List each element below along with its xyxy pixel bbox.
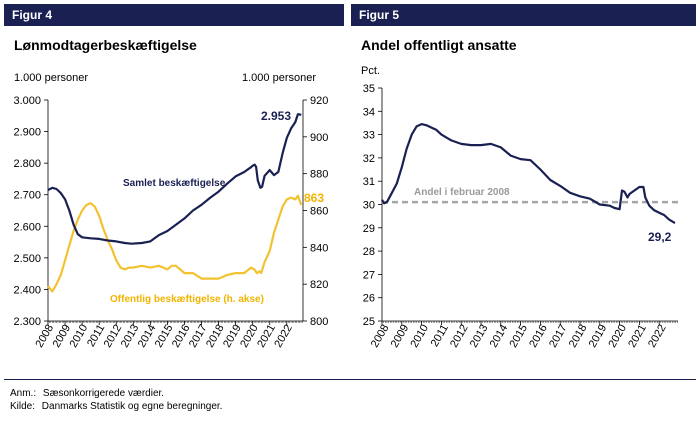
ytick-label: 31 — [363, 176, 375, 188]
chart2-xtick-label: 2014 — [488, 323, 511, 350]
ytick-label: 25 — [363, 316, 375, 328]
right-ytick-label: 920 — [310, 95, 328, 107]
chart2-xtick-label: 2010 — [408, 323, 431, 350]
note-kilde-label: Kilde: — [10, 401, 36, 412]
note-anm: Anm.: Sæsonkorrigerede værdier. — [10, 388, 164, 399]
left-ytick-label: 2.400 — [13, 284, 41, 296]
chart2-xtick-label: 2011 — [429, 323, 451, 349]
ytick-label: 26 — [363, 293, 375, 305]
chart2-xtick-label: 2012 — [448, 323, 471, 350]
left-ytick-label: 2.800 — [13, 158, 41, 170]
figure-5-label: Figur 5 — [359, 8, 400, 22]
left-ytick-label: 3.000 — [13, 95, 41, 107]
ytick-label: 32 — [363, 153, 375, 165]
left-ytick-label: 2.500 — [13, 253, 41, 265]
right-axis-unit: 1.000 personer — [242, 72, 316, 84]
chart2-xtick-label: 2015 — [507, 323, 530, 350]
footer-divider — [4, 379, 696, 380]
public-employment-label: Offentlig beskæftigelse (h. akse) — [110, 294, 264, 305]
chart2-xtick-label: 2009 — [389, 323, 412, 350]
chart2-xtick-label: 2013 — [468, 323, 491, 350]
chart2-xtick-label: 2021 — [626, 323, 649, 350]
public-share-chart: Pct.252627282930313233343520082009201020… — [361, 65, 678, 350]
note-kilde: Kilde: Danmarks Statistik og egne beregn… — [10, 401, 222, 412]
figure-5-title: Andel offentligt ansatte — [361, 37, 517, 53]
total-employment-label: Samlet beskæftigelse — [123, 178, 226, 189]
public-employment-line — [47, 194, 303, 293]
chart2-xtick-label: 2020 — [606, 323, 629, 350]
note-kilde-text: Danmarks Statistik og egne beregninger. — [41, 401, 223, 412]
right-ytick-label: 820 — [310, 279, 328, 291]
total-employment-line — [47, 113, 302, 245]
right-ytick-label: 860 — [310, 206, 328, 218]
chart2-xtick-label: 2016 — [527, 323, 550, 350]
chart2-xtick-label: 2022 — [646, 323, 669, 350]
ytick-label: 30 — [363, 200, 375, 212]
right-ytick-label: 800 — [310, 316, 328, 328]
public-share-line — [381, 123, 676, 225]
reference-line-label: Andel i februar 2008 — [414, 187, 510, 198]
left-ytick-label: 2.300 — [13, 316, 41, 328]
chart1-xtick-label: 2010 — [68, 323, 91, 350]
note-anm-label: Anm.: — [10, 388, 37, 399]
ytick-label: 27 — [363, 269, 375, 281]
ytick-label: 28 — [363, 246, 375, 258]
left-ytick-label: 2.900 — [13, 127, 41, 139]
total-employment-end-value: 2.953 — [261, 109, 291, 123]
left-axis-unit: 1.000 personer — [14, 72, 88, 84]
right-ytick-label: 880 — [310, 169, 328, 181]
ytick-label: 34 — [363, 106, 375, 118]
y-axis-unit: Pct. — [361, 65, 380, 77]
chart2-xtick-label: 2017 — [547, 323, 570, 350]
public-share-end-value: 29,2 — [648, 230, 672, 244]
ytick-label: 33 — [363, 130, 375, 142]
ytick-label: 29 — [363, 223, 375, 235]
chart2-xtick-label: 2018 — [567, 323, 590, 350]
figure-4-header: Figur 4 — [4, 4, 344, 26]
left-ytick-label: 2.700 — [13, 190, 41, 202]
chart2-xtick-label: 2019 — [587, 323, 610, 350]
left-ytick-label: 2.600 — [13, 221, 41, 233]
figure-4-title: Lønmodtagerbeskæftigelse — [14, 37, 197, 53]
figure-5-header: Figur 5 — [351, 4, 696, 26]
right-ytick-label: 900 — [310, 132, 328, 144]
chart1-xtick-label: 2022 — [272, 323, 295, 350]
figure-4-label: Figur 4 — [12, 8, 53, 22]
employment-chart: 1.000 personer 1.000 personer 2.300 2.400 2.… — [13, 72, 328, 350]
right-ytick-label: 840 — [310, 242, 328, 254]
ytick-label: 35 — [363, 83, 375, 95]
public-employment-end-value: 863 — [304, 191, 324, 205]
note-anm-text: Sæsonkorrigerede værdier. — [42, 388, 165, 399]
